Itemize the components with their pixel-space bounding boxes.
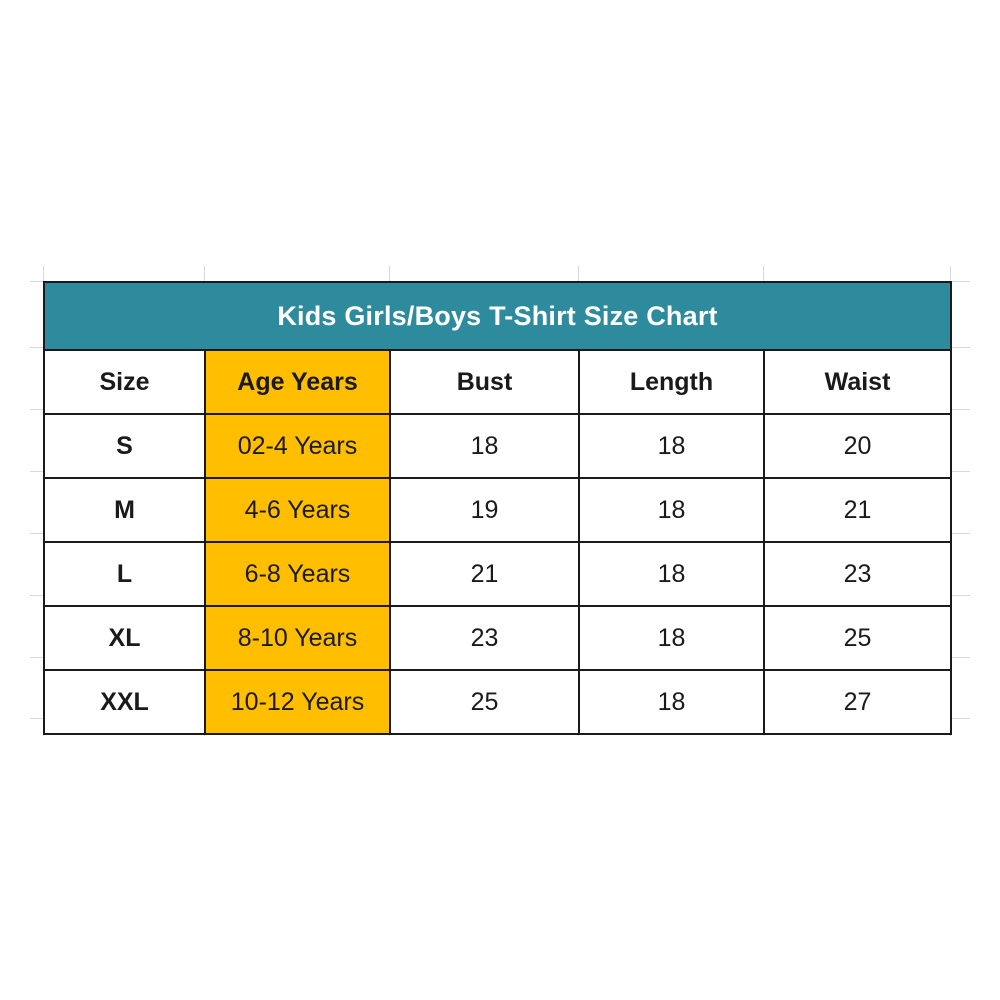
cell-waist: 20 (762, 413, 953, 479)
gridline-tick (950, 266, 951, 282)
cell-waist: 25 (762, 605, 953, 671)
column-header-length: Length (578, 349, 765, 415)
cell-age: 10-12 Years (204, 669, 391, 735)
cell-length: 18 (578, 669, 765, 735)
column-header-age: Age Years (204, 349, 391, 415)
cell-size: M (43, 477, 206, 543)
cell-length: 18 (578, 477, 765, 543)
table-row: XL 8-10 Years 23 18 25 (43, 605, 953, 671)
cell-length: 18 (578, 541, 765, 607)
column-header-bust: Bust (389, 349, 580, 415)
cell-bust: 25 (389, 669, 580, 735)
cell-size: XL (43, 605, 206, 671)
cell-age: 02-4 Years (204, 413, 391, 479)
table-row: M 4-6 Years 19 18 21 (43, 477, 953, 543)
cell-bust: 18 (389, 413, 580, 479)
cell-bust: 21 (389, 541, 580, 607)
cell-age: 4-6 Years (204, 477, 391, 543)
cell-bust: 23 (389, 605, 580, 671)
cell-size: S (43, 413, 206, 479)
table-row: S 02-4 Years 18 18 20 (43, 413, 953, 479)
size-chart-table: Kids Girls/Boys T-Shirt Size Chart Size … (42, 281, 953, 735)
table-row: XXL 10-12 Years 25 18 27 (43, 669, 953, 735)
size-chart-container: Kids Girls/Boys T-Shirt Size Chart Size … (42, 281, 953, 735)
gridline-tick (43, 266, 44, 282)
chart-title-row: Kids Girls/Boys T-Shirt Size Chart (42, 281, 953, 351)
gridline-tick (763, 266, 764, 282)
cell-age: 8-10 Years (204, 605, 391, 671)
gridline-tick (389, 266, 390, 282)
cell-bust: 19 (389, 477, 580, 543)
cell-age: 6-8 Years (204, 541, 391, 607)
cell-waist: 27 (762, 669, 953, 735)
column-header-waist: Waist (762, 349, 953, 415)
chart-title: Kids Girls/Boys T-Shirt Size Chart (42, 281, 953, 351)
cell-length: 18 (578, 605, 765, 671)
gridline-tick (204, 266, 205, 282)
table-row: L 6-8 Years 21 18 23 (43, 541, 953, 607)
cell-size: XXL (43, 669, 206, 735)
cell-length: 18 (578, 413, 765, 479)
column-header-size: Size (43, 349, 206, 415)
gridline-tick (578, 266, 579, 282)
cell-size: L (43, 541, 206, 607)
column-header-row: Size Age Years Bust Length Waist (43, 349, 953, 415)
cell-waist: 21 (762, 477, 953, 543)
cell-waist: 23 (762, 541, 953, 607)
